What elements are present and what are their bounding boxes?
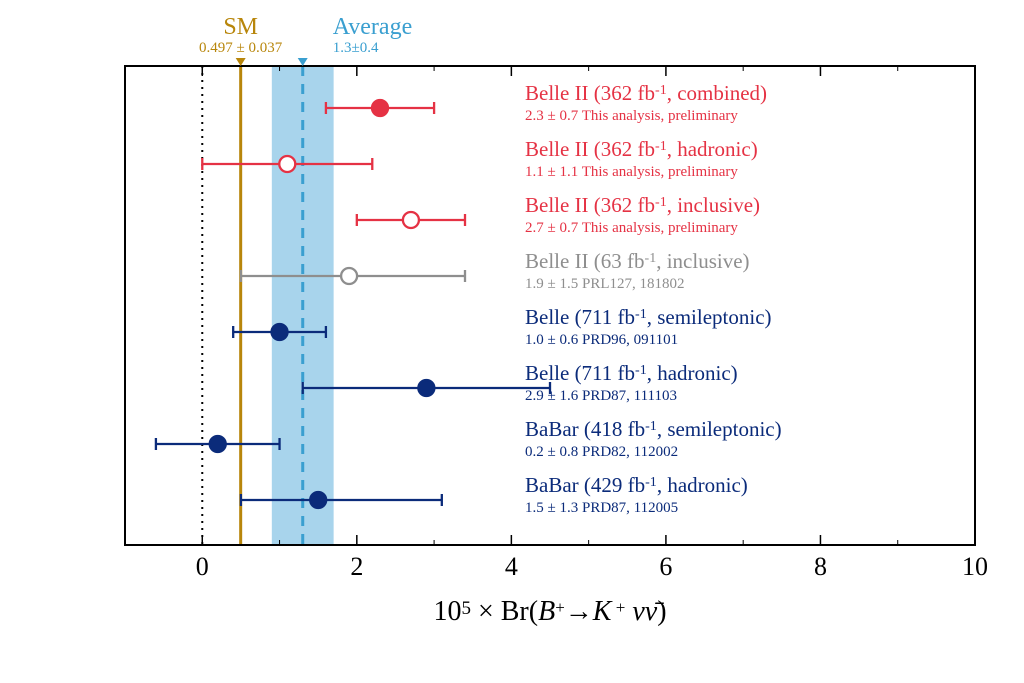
average-value: 1.3±0.4 xyxy=(333,40,379,56)
measurement-title: Belle II (362 fb-1, hadronic) xyxy=(525,137,758,161)
measurement-subtitle: 2.7 ± 0.7 This analysis, preliminary xyxy=(525,220,738,236)
marker xyxy=(272,324,288,340)
marker xyxy=(372,100,388,116)
sm-value: 0.497 ± 0.037 xyxy=(199,40,283,56)
x-tick-label: 0 xyxy=(196,552,209,581)
x-tick-label: 6 xyxy=(659,552,672,581)
x-axis-label: 105 × Br(B+→K + νν̄) xyxy=(433,596,666,627)
measurement-subtitle: 1.9 ± 1.5 PRL127, 181802 xyxy=(525,276,685,292)
measurement-subtitle: 0.2 ± 0.8 PRD82, 112002 xyxy=(525,444,678,460)
average-label: Average xyxy=(333,14,413,40)
measurement-title: BaBar (418 fb-1, semileptonic) xyxy=(525,417,782,441)
measurement-title: Belle (711 fb-1, semileptonic) xyxy=(525,305,772,329)
x-tick-label: 4 xyxy=(505,552,518,581)
measurement-subtitle: 1.0 ± 0.6 PRD96, 091101 xyxy=(525,332,678,348)
average-arrow-icon xyxy=(298,58,308,66)
forest-plot: Belle II (362 fb-1, combined) 2.3 ± 0.7 T… xyxy=(0,0,1024,683)
measurement-title: Belle II (362 fb-1, inclusive) xyxy=(525,193,760,217)
marker xyxy=(418,380,434,396)
measurement-subtitle: 1.1 ± 1.1 This analysis, preliminary xyxy=(525,164,738,180)
marker xyxy=(279,156,295,172)
measurement-title: Belle II (63 fb-1, inclusive) xyxy=(525,249,750,273)
measurement-title: Belle (711 fb-1, hadronic) xyxy=(525,361,738,385)
marker xyxy=(403,212,419,228)
measurement-subtitle: 2.3 ± 0.7 This analysis, preliminary xyxy=(525,108,738,124)
x-tick-label: 10 xyxy=(962,552,988,581)
sm-label: SM xyxy=(223,14,258,40)
marker xyxy=(310,492,326,508)
x-tick-label: 2 xyxy=(350,552,363,581)
measurement-title: Belle II (362 fb-1, combined) xyxy=(525,81,767,105)
x-tick-label: 8 xyxy=(814,552,827,581)
marker xyxy=(341,268,357,284)
measurement-subtitle: 1.5 ± 1.3 PRD87, 112005 xyxy=(525,500,678,516)
measurement-title: BaBar (429 fb-1, hadronic) xyxy=(525,473,748,497)
sm-arrow-icon xyxy=(236,58,246,66)
measurement-subtitle: 2.9 ± 1.6 PRD87, 111103 xyxy=(525,388,677,404)
marker xyxy=(210,436,226,452)
